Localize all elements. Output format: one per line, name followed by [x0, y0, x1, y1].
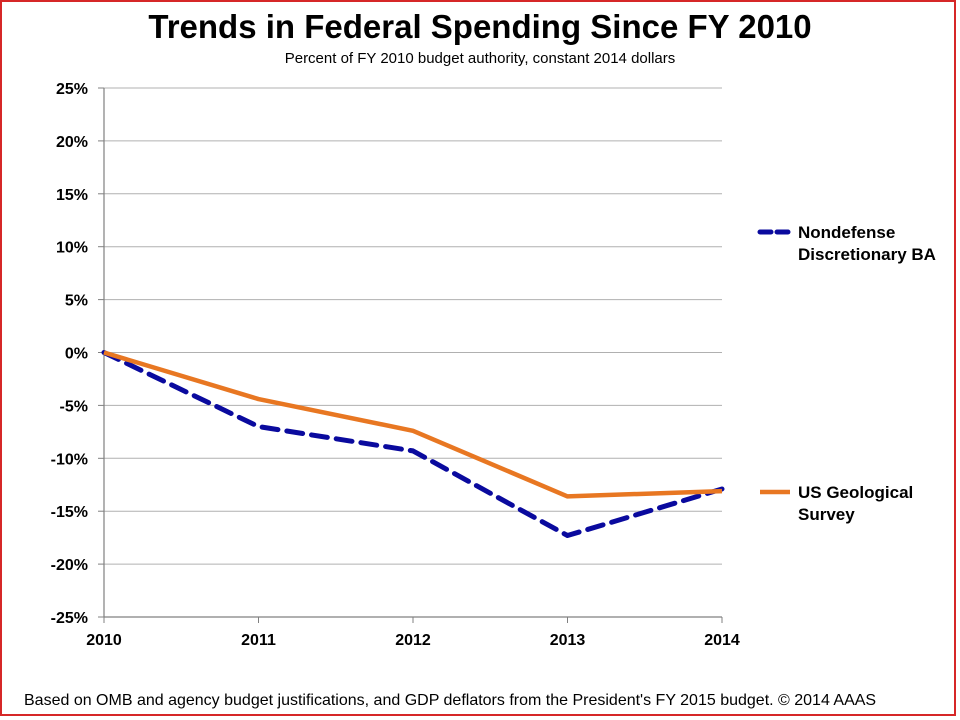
legend-label: Nondefense	[798, 223, 895, 242]
series-line-1	[103, 350, 723, 499]
legend-label: US Geological	[798, 483, 913, 502]
y-tick-label: -20%	[51, 557, 88, 574]
legend: Nondefense Discretionary BA US Geological S…	[757, 223, 936, 524]
y-tick-label: 20%	[56, 134, 88, 151]
y-tick-labels: 25% 20% 15% 10% 5% 0% -5% -10% -15% -20% -25%	[51, 81, 88, 627]
y-tick-label: -5%	[60, 398, 88, 415]
x-tick-label: 2014	[704, 632, 740, 649]
legend-label: Discretionary BA	[798, 245, 936, 264]
legend-label: Survey	[798, 505, 855, 524]
axes	[98, 87, 723, 623]
y-tick-label: 15%	[56, 187, 88, 204]
y-tick-label: -25%	[51, 610, 88, 627]
series-lines	[101, 350, 725, 539]
chart-title: Trends in Federal Spending Since FY 2010	[148, 8, 812, 45]
y-tick-label: 25%	[56, 81, 88, 98]
x-tick-label: 2012	[395, 632, 431, 649]
y-tick-label: -15%	[51, 504, 88, 521]
y-tick-label: -10%	[51, 451, 88, 468]
chart-subtitle: Percent of FY 2010 budget authority, con…	[284, 50, 676, 67]
source-footnote: Based on OMB and agency budget justifica…	[24, 692, 877, 709]
gridlines	[104, 87, 722, 618]
x-tick-labels: 2010 2011 2012 2013 2014	[86, 632, 740, 649]
y-tick-label: 0%	[65, 346, 88, 363]
x-tick-label: 2013	[550, 632, 586, 649]
y-tick-label: 5%	[65, 293, 88, 310]
x-tick-label: 2011	[241, 632, 276, 649]
y-tick-label: 10%	[56, 240, 88, 257]
x-tick-label: 2010	[86, 632, 122, 649]
